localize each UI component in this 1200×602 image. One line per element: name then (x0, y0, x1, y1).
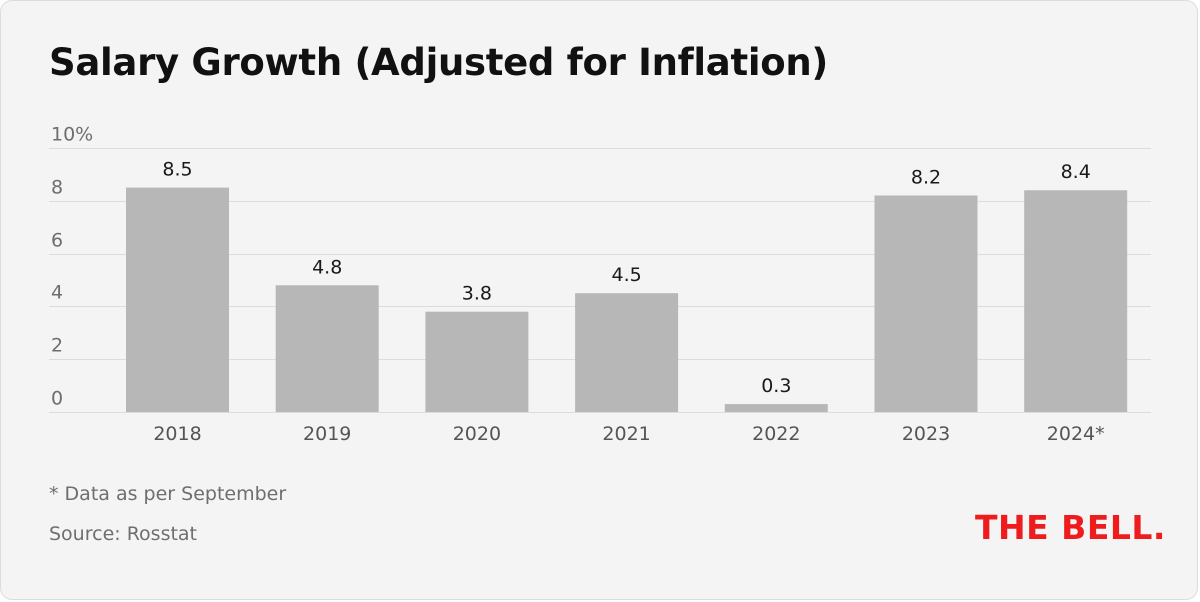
y-axis-ticks: 0 2 4 6 8 10% (51, 124, 93, 410)
bars (126, 187, 1128, 412)
data-label: 8.4 (1061, 161, 1091, 183)
x-axis-labels: 2018 2019 2020 2021 2022 2023 2024* (153, 423, 1104, 445)
y-tick-label: 0 (51, 388, 63, 410)
bar (126, 187, 229, 412)
y-tick-label: 6 (51, 230, 63, 252)
bar (425, 311, 529, 412)
x-tick-label: 2018 (153, 423, 201, 445)
data-label: 4.5 (611, 264, 641, 286)
y-tick-label: 8 (51, 177, 63, 199)
data-label: 3.8 (462, 283, 492, 305)
x-tick-label: 2023 (902, 423, 950, 445)
bar (874, 195, 978, 412)
x-tick-label: 2020 (453, 423, 501, 445)
bar (1024, 190, 1128, 412)
data-label: 8.5 (162, 159, 192, 181)
footnote: * Data as per September (49, 483, 287, 505)
value-labels: 8.5 4.8 3.8 4.5 0.3 8.2 8.4 (162, 159, 1090, 397)
source-note: Source: Rosstat (49, 523, 198, 545)
y-tick-label: 10% (51, 124, 93, 146)
x-tick-label: 2021 (602, 423, 650, 445)
bar (575, 293, 679, 412)
bar (275, 285, 379, 412)
data-label: 8.2 (911, 167, 941, 189)
y-tick-label: 4 (51, 282, 63, 304)
brand-logo: THE BELL. (975, 508, 1166, 547)
chart-title: Salary Growth (Adjusted for Inflation) (49, 41, 829, 84)
data-label: 4.8 (312, 256, 342, 278)
bar (724, 404, 828, 412)
x-tick-label: 2022 (752, 423, 800, 445)
x-tick-label: 2019 (303, 423, 351, 445)
x-tick-label: 2024* (1047, 423, 1105, 445)
y-tick-label: 2 (51, 335, 63, 357)
data-label: 0.3 (761, 375, 791, 397)
